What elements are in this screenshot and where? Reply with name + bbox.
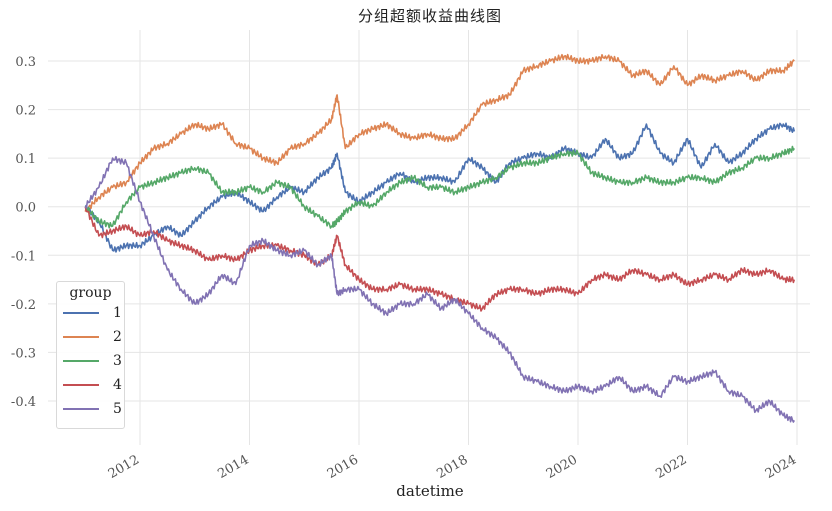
x-tick-label: 2016 bbox=[325, 452, 361, 482]
legend-label: 5 bbox=[113, 401, 122, 417]
series-line-4 bbox=[84, 206, 796, 312]
x-tick-label: 2018 bbox=[434, 452, 470, 482]
x-axis-ticks: 2012 2014 2016 2018 2020 2022 2024 bbox=[106, 452, 799, 482]
legend-swatch-icon bbox=[63, 336, 99, 338]
series-line-3 bbox=[84, 145, 795, 229]
y-tick-label: 0.3 bbox=[15, 55, 36, 70]
legend-swatch-icon bbox=[63, 360, 99, 362]
y-tick-label: 0.0 bbox=[15, 201, 36, 216]
legend-title: group bbox=[69, 285, 112, 301]
x-tick-label: 2012 bbox=[106, 452, 142, 482]
series-line-1 bbox=[84, 122, 796, 253]
legend-item-3: 3 bbox=[57, 349, 124, 373]
legend-item-1: 1 bbox=[57, 301, 124, 325]
legend-swatch-icon bbox=[63, 384, 99, 386]
y-axis-ticks: 0.3 0.2 0.1 0.0 -0.1 -0.2 -0.3 -0.4 bbox=[11, 55, 36, 410]
legend-label: 4 bbox=[113, 377, 122, 393]
legend: group 1 2 3 4 5 bbox=[56, 281, 125, 429]
legend-label: 3 bbox=[113, 353, 122, 369]
legend-swatch-icon bbox=[63, 408, 99, 410]
chart-title: 分组超额收益曲线图 bbox=[357, 7, 502, 25]
x-tick-label: 2014 bbox=[215, 452, 251, 482]
legend-item-4: 4 bbox=[57, 373, 124, 397]
legend-item-2: 2 bbox=[57, 325, 124, 349]
y-tick-label: 0.1 bbox=[15, 152, 36, 167]
y-tick-label: -0.2 bbox=[11, 298, 36, 313]
x-tick-label: 2020 bbox=[544, 452, 580, 482]
y-tick-label: 0.2 bbox=[15, 104, 36, 119]
legend-label: 2 bbox=[113, 329, 122, 345]
x-tick-label: 2024 bbox=[763, 452, 799, 482]
legend-label: 1 bbox=[113, 305, 122, 321]
legend-swatch-icon bbox=[63, 312, 99, 314]
x-axis-label: datetime bbox=[396, 482, 464, 500]
series-line-5 bbox=[84, 155, 795, 423]
x-tick-label: 2022 bbox=[653, 452, 689, 482]
y-tick-label: -0.4 bbox=[11, 395, 36, 410]
series-lines bbox=[84, 53, 796, 423]
y-tick-label: -0.1 bbox=[11, 249, 36, 264]
series-line-2 bbox=[84, 53, 795, 213]
gridlines bbox=[48, 30, 810, 445]
y-tick-label: -0.3 bbox=[11, 346, 36, 361]
legend-item-5: 5 bbox=[57, 397, 124, 421]
